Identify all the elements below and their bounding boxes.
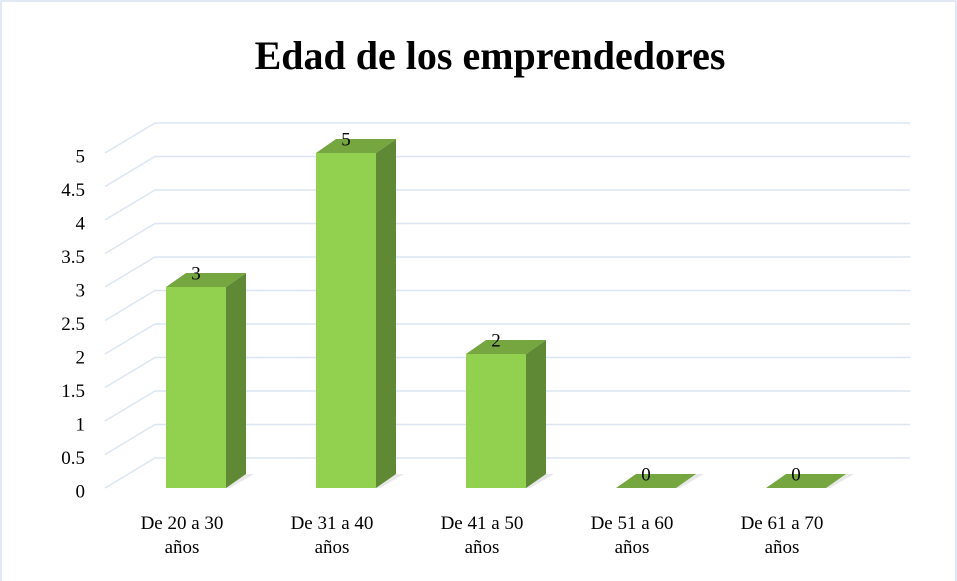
y-tick-label: 0.5 [61,448,85,469]
bar-top [166,273,246,287]
bar-side [376,139,396,488]
grid-line [104,289,910,322]
bar [466,354,526,488]
y-tick-label: 4.5 [61,180,85,201]
bar [166,287,226,488]
value-label: 0 [791,464,801,485]
x-tick-label: De 31 a 40 años [290,513,374,558]
x-tick-label: De 51 a 60 años [590,513,674,558]
grid-line [104,457,910,489]
y-tick-label: 3.5 [61,247,85,268]
bar-side [526,340,546,488]
y-tick-label: 1.5 [61,381,85,402]
grid-line [104,155,910,188]
y-tick-label: 3 [76,280,86,301]
grid-line [104,256,910,288]
bar-top [766,474,846,488]
chart-title: Edad de los emprendedores [255,33,726,78]
value-label: 3 [191,263,201,284]
y-tick-label: 4 [76,213,86,234]
bar-top [616,474,696,488]
bar [316,153,376,488]
value-label: 2 [491,330,501,351]
grid-line [104,222,910,255]
grid-line [104,423,910,456]
x-tick-label: De 41 a 50 años [440,513,524,558]
x-tick-label: De 20 a 30 años [140,513,224,558]
bar-top [466,340,546,354]
value-label: 0 [641,464,651,485]
y-tick-label: 1 [76,414,86,435]
y-tick-label: 2 [76,347,86,368]
x-tick-label: De 61 a 70 años [740,513,824,558]
grid-line [104,356,910,389]
y-tick-label: 2.5 [61,314,85,335]
grid-line [104,189,910,221]
y-tick-label: 0 [76,481,86,502]
grid-line [104,122,910,154]
grid-line [104,390,910,422]
grid-line [104,323,910,355]
y-tick-label: 5 [76,146,86,167]
value-label: 5 [341,129,351,150]
bar-side [226,273,246,488]
bar-top [316,139,396,153]
